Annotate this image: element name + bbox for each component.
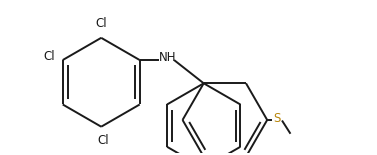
Text: S: S xyxy=(273,112,280,125)
Text: NH: NH xyxy=(159,51,177,64)
Text: Cl: Cl xyxy=(95,17,107,30)
Text: Cl: Cl xyxy=(98,134,109,147)
Text: Cl: Cl xyxy=(44,50,55,63)
